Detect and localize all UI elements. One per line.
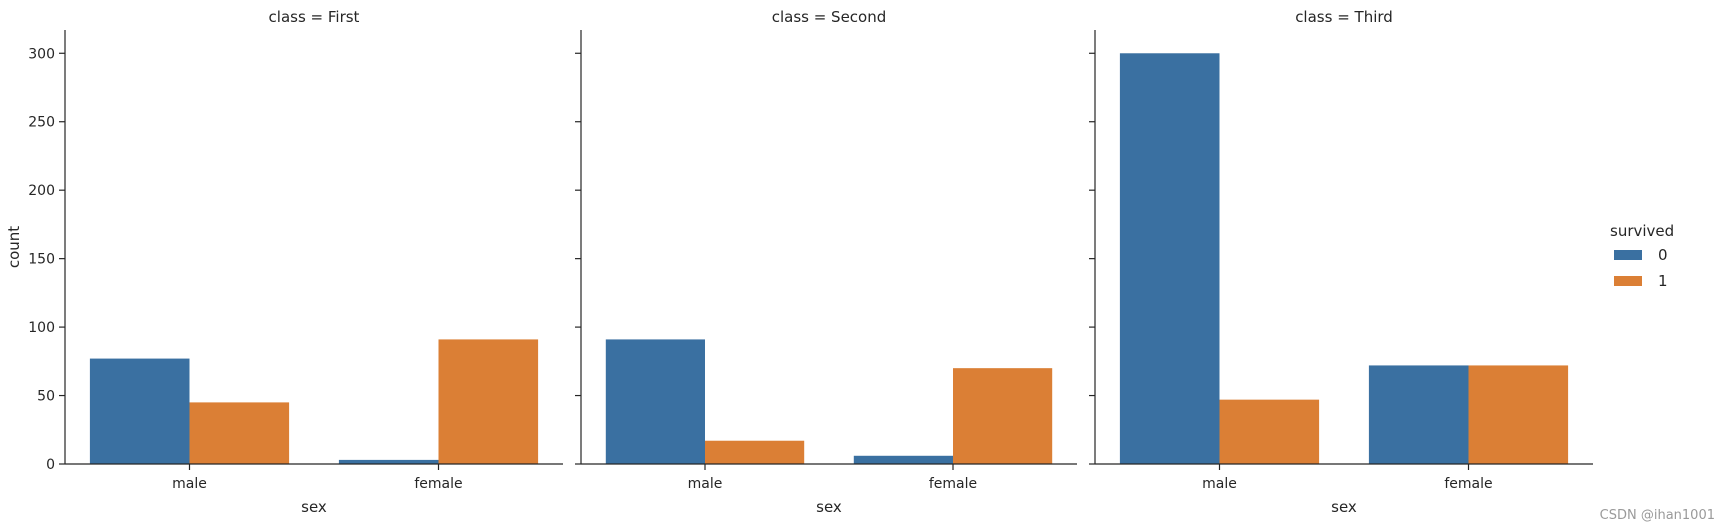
y-tick-label-50: 50 bbox=[37, 389, 55, 405]
bar-2-male-survived-0 bbox=[605, 339, 705, 464]
bar-3-male-survived-0 bbox=[1119, 53, 1220, 465]
bar-3-female-survived-0 bbox=[1368, 365, 1469, 464]
legend-swatch-0 bbox=[1614, 250, 1642, 260]
legend-swatch-1 bbox=[1614, 276, 1642, 286]
legend-title: survived bbox=[1610, 222, 1674, 240]
x-axis-label-3: sex bbox=[1331, 498, 1357, 516]
bar-2-female-survived-0 bbox=[853, 455, 953, 464]
bar-1-male-survived-0 bbox=[89, 358, 190, 464]
y-tick-label-0: 0 bbox=[46, 457, 55, 473]
x-axis-label-2: sex bbox=[816, 498, 842, 516]
y-tick-label-250: 250 bbox=[28, 115, 55, 131]
bar-1-female-survived-1 bbox=[438, 339, 539, 464]
x-tick-label-1-male: male bbox=[172, 476, 207, 492]
panel-title-3: class = Third bbox=[1295, 8, 1393, 26]
legend-label-0: 0 bbox=[1658, 246, 1668, 264]
panel-title-2: class = Second bbox=[772, 8, 887, 26]
bar-1-male-survived-1 bbox=[189, 402, 290, 464]
bar-3-male-survived-1 bbox=[1219, 399, 1320, 464]
watermark: CSDN @ihan1001 bbox=[1599, 508, 1715, 523]
x-axis-label-1: sex bbox=[301, 498, 327, 516]
legend-label-1: 1 bbox=[1658, 272, 1668, 290]
x-tick-label-2-male: male bbox=[688, 476, 723, 492]
y-axis-label: count bbox=[5, 226, 23, 268]
bar-1-female-survived-0 bbox=[338, 459, 439, 464]
y-tick-label-150: 150 bbox=[28, 252, 55, 268]
x-tick-label-2-female: female bbox=[929, 476, 977, 492]
y-tick-label-100: 100 bbox=[28, 320, 55, 336]
x-tick-label-1-female: female bbox=[414, 476, 462, 492]
bar-3-female-survived-1 bbox=[1468, 365, 1569, 464]
y-tick-label-300: 300 bbox=[28, 46, 55, 62]
y-tick-label-200: 200 bbox=[28, 183, 55, 199]
x-tick-label-3-female: female bbox=[1444, 476, 1492, 492]
bar-2-female-survived-1 bbox=[953, 368, 1053, 464]
bar-2-male-survived-1 bbox=[705, 440, 805, 464]
x-tick-label-3-male: male bbox=[1202, 476, 1237, 492]
panel-title-1: class = First bbox=[269, 8, 360, 26]
